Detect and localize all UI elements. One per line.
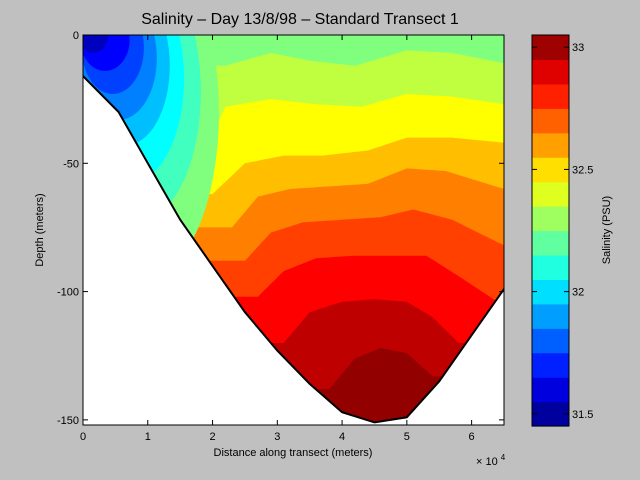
colorbar-segment (532, 230, 569, 256)
colorbar-segment (532, 303, 569, 329)
colorbar (532, 35, 569, 427)
y-tick-label: -100 (57, 287, 79, 299)
colorbar-tick-label: 33 (572, 42, 584, 54)
x-tick-label: 3 (274, 431, 280, 443)
x-tick-label: 0 (80, 431, 86, 443)
salinity-wedge-band (83, 35, 109, 53)
x-tick-label: 4 (339, 431, 345, 443)
x-tick-label: 5 (404, 431, 410, 443)
x-tick-label: 2 (209, 431, 215, 443)
colorbar-tick-label: 32.5 (572, 164, 593, 176)
colorbar-segment (532, 206, 569, 232)
plot-frame (82, 34, 505, 426)
colorbar-segment (532, 377, 569, 403)
y-axis-label: Depth (meters) (34, 193, 46, 266)
colorbar-segment (532, 108, 569, 134)
colorbar-segment (532, 401, 569, 427)
colorbar-tick-label: 32 (572, 287, 584, 299)
plot-area (83, 35, 504, 425)
y-tick-label: 0 (73, 30, 79, 42)
colorbar-segment (532, 254, 569, 280)
colorbar-segment (532, 157, 569, 183)
x-tick-label: 6 (469, 431, 475, 443)
colorbar-ticks: 31.5 32 32.5 33 (532, 42, 593, 421)
colorbar-segment (532, 279, 569, 305)
colorbar-segment (532, 328, 569, 354)
colorbar-segment (532, 83, 569, 109)
seabed-mask (83, 75, 504, 425)
y-tick-label: -150 (57, 415, 79, 427)
chart-title: Salinity – Day 13/8/98 – Standard Transe… (141, 11, 459, 28)
colorbar-label: Salinity (PSU) (601, 196, 613, 264)
x-multiplier-exponent: 4 (501, 453, 506, 462)
colorbar-segment (532, 352, 569, 378)
x-axis-label: Distance along transect (meters) (214, 447, 373, 459)
plot-ticks: 0 1 2 3 4 5 6 0 -50 -100 -150 (57, 30, 504, 443)
y-tick-label: -50 (63, 158, 79, 170)
x-multiplier-base: × 10 (476, 456, 498, 468)
colorbar-frame (531, 34, 570, 427)
colorbar-segment (532, 132, 569, 158)
colorbar-segment (532, 59, 569, 85)
x-multiplier: × 10 4 (476, 453, 506, 468)
colorbar-segment (532, 181, 569, 207)
colorbar-segment (532, 35, 569, 61)
x-tick-label: 1 (145, 431, 151, 443)
colorbar-tick-label: 31.5 (572, 409, 593, 421)
